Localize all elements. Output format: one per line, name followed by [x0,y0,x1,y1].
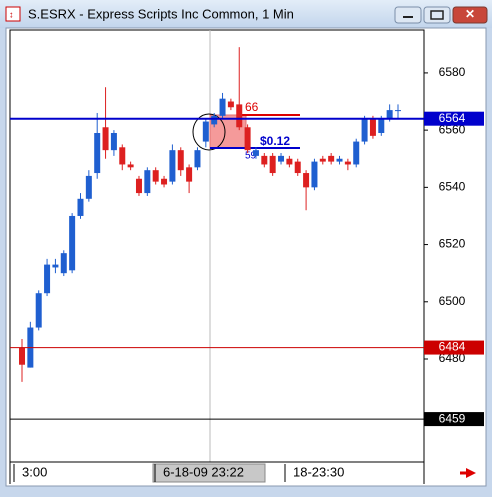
candle-body [94,132,101,174]
candle-body [135,178,142,194]
candle-body [336,158,343,162]
x-label: 6-18-09 23:22 [163,464,244,479]
candle-body [144,170,151,194]
candle-body [378,118,385,133]
candle-body [202,121,209,142]
candle-body [303,173,310,188]
level-label-box [424,412,484,427]
candle-body [227,101,234,108]
candle-body [52,264,59,268]
candle-body [395,110,401,112]
level-label: 6484 [439,340,466,354]
window-title: S.ESRX - Express Scripts Inc Common, 1 M… [28,6,294,21]
candle-body [219,98,226,116]
candle-body [261,155,268,165]
close-button[interactable] [452,6,488,24]
y-tick-label: 6560 [439,122,466,136]
annotation: 66 [245,100,259,114]
candle-body [102,127,109,151]
close-icon: ✕ [465,7,475,21]
candle-body [236,104,243,128]
maximize-button[interactable] [423,6,451,24]
y-tick-label: 6520 [439,237,466,251]
y-tick-label: 6540 [439,180,466,194]
candle-body [286,158,293,165]
candle-body [69,215,76,271]
level-label: 6564 [439,111,466,125]
candle-body [311,161,318,188]
candle-body [44,264,51,294]
icon-glyph: ↕ [9,9,14,19]
candle-body [344,161,351,165]
minimize-button[interactable] [394,6,422,24]
candle-body [186,167,193,182]
candle-body [161,178,168,185]
candle-body [110,132,117,151]
candle-body [169,150,176,182]
candle-body [85,175,92,199]
candle-body [35,293,42,328]
candle-body [177,150,184,171]
candle-body [211,115,218,125]
candle-body [328,155,335,162]
y-tick-label: 6580 [439,65,466,79]
candle-body [244,127,251,151]
level-label: 6459 [439,411,466,425]
candle-body [194,150,201,168]
candle-body [77,198,84,216]
annotation: 59 [245,151,257,162]
candle-body [319,158,326,162]
candle-body [294,161,301,174]
marker-circle [192,113,226,151]
candle-body [269,155,276,174]
x-label: 3:00 [22,464,47,479]
candle-body [119,147,126,165]
candle-body [152,170,159,182]
level-label-box [424,111,484,126]
scroll-arrow[interactable] [466,468,476,478]
y-tick-label: 6500 [439,294,466,308]
maximize-icon [430,10,444,20]
candle-body [353,141,360,165]
candle-body [361,118,368,142]
level-label-box [424,340,484,355]
cursor-time-box [152,463,266,483]
candle-body [252,150,259,156]
candle-body [278,155,285,162]
candle-body [60,253,67,274]
app-icon [5,6,21,22]
candle-body [19,347,25,365]
candle-body [127,164,134,168]
candle-body [386,110,393,119]
candle-body [369,118,376,136]
y-tick-label: 6480 [439,351,466,365]
annotation: $0.12 [260,134,290,148]
x-label: 18-23:30 [293,464,344,479]
